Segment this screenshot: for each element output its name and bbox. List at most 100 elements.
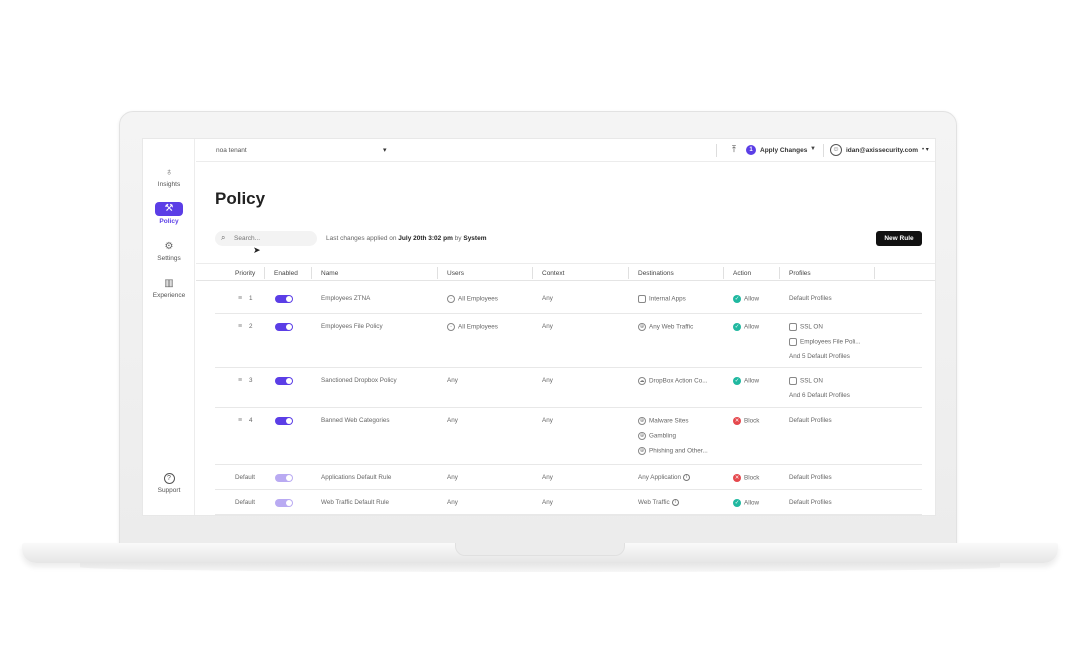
info-icon[interactable]: i <box>671 499 679 506</box>
row-name[interactable]: Web Traffic Default Rule <box>321 499 390 506</box>
column-header-destinations[interactable]: Destinations <box>638 270 674 277</box>
enabled-toggle[interactable] <box>275 323 293 331</box>
row-action-label: Allow <box>744 377 760 385</box>
row-action: ✓ Allow <box>733 323 759 331</box>
user-avatar-icon[interactable]: ☺ <box>830 144 842 156</box>
row-destination: Web Traffic i <box>638 499 679 506</box>
column-header-context[interactable]: Context <box>542 270 565 277</box>
info-icon[interactable]: i <box>683 474 691 481</box>
cloud-icon: ☁ <box>638 377 646 385</box>
apply-changes-button[interactable]: Apply Changes <box>760 147 808 154</box>
table-row[interactable]: ≡ 1 Employees ZTNA ◦ All Employees Any In… <box>215 286 922 314</box>
search-icon: ⌕ <box>221 233 226 242</box>
table-row[interactable]: Default Applications Default Rule Any An… <box>215 465 922 490</box>
column-header-action[interactable]: Action <box>733 270 752 277</box>
gavel-icon: ⚒ <box>155 202 183 216</box>
chevron-down-icon[interactable]: ▼ <box>810 146 816 152</box>
last-changes-user: System <box>463 235 487 242</box>
destination-label: Phishing and Other... <box>649 447 708 455</box>
column-divider <box>437 267 438 279</box>
row-destination: ☁ DropBox Action Co... <box>638 377 707 385</box>
drag-handle-icon[interactable]: ≡ <box>238 323 243 330</box>
globe-icon: ⊕ <box>638 447 646 455</box>
row-name[interactable]: Employees ZTNA <box>321 295 371 302</box>
destination-label: Gambling <box>649 432 676 440</box>
globe-icon: ⊕ <box>638 417 646 425</box>
row-destination-label: Internal Apps <box>649 295 686 303</box>
enabled-toggle[interactable] <box>275 499 293 507</box>
column-header-users[interactable]: Users <box>447 270 464 277</box>
row-users-label: All Employees <box>458 295 498 303</box>
row-action: ✓ Allow <box>733 377 759 385</box>
enabled-toggle[interactable] <box>275 377 293 385</box>
row-destination-label: DropBox Action Co... <box>649 377 708 385</box>
column-divider <box>311 267 312 279</box>
sidebar-item-label: Support <box>157 487 181 494</box>
drag-handle-icon[interactable]: ≡ <box>238 295 243 302</box>
row-priority: Default <box>235 499 255 506</box>
enabled-toggle[interactable] <box>275 295 293 303</box>
drag-handle-icon[interactable]: ≡ <box>238 417 243 424</box>
tenant-selector[interactable]: noa tenant <box>216 147 247 154</box>
row-context: Any <box>542 417 553 424</box>
sidebar-item-experience[interactable]: ▥ Experience <box>143 277 195 299</box>
lightbulb-icon: ♁ <box>165 167 173 178</box>
column-divider <box>779 267 780 279</box>
sidebar-item-policy[interactable]: ⚒ Policy <box>143 202 195 225</box>
chevron-down-icon[interactable]: ▾ <box>383 147 387 154</box>
profile-item: And 5 Default Profiles <box>789 353 850 360</box>
profile-label: Employees File Poli... <box>800 338 861 346</box>
topbar: noa tenant ▾ ⤒ 1 Apply Changes ▼ ☺ idan@… <box>196 139 935 162</box>
search-box[interactable]: ⌕ <box>215 231 317 246</box>
row-context: Any <box>542 377 553 384</box>
laptop-notch <box>455 543 625 556</box>
sidebar: ♁ Insights ⚒ Policy ⚙ Settings ▥ Experie… <box>143 139 195 515</box>
row-name[interactable]: Sanctioned Dropbox Policy <box>321 377 397 384</box>
row-users: Any <box>447 417 458 424</box>
row-name[interactable]: Applications Default Rule <box>321 474 392 481</box>
row-name[interactable]: Banned Web Categories <box>321 417 390 424</box>
sidebar-item-label: Policy <box>159 218 179 225</box>
sidebar-item-label: Insights <box>157 181 181 188</box>
table-row[interactable]: ≡ 2 Employees File Policy ◦ All Employees… <box>215 314 922 368</box>
enabled-toggle[interactable] <box>275 474 293 482</box>
table-row[interactable]: ≡ 4 Banned Web Categories Any Any ⊕ Malwa… <box>215 408 922 465</box>
column-header-name[interactable]: Name <box>321 270 339 277</box>
row-profiles: SSL ON Employees File Poli... And 5 Defa… <box>789 323 861 360</box>
check-icon: ✓ <box>733 295 741 303</box>
table-row[interactable]: Default Web Traffic Default Rule Any Any… <box>215 490 922 515</box>
row-priority: 1 <box>249 295 253 302</box>
column-header-priority[interactable]: Priority <box>235 270 256 277</box>
sidebar-item-label: Experience <box>152 292 186 299</box>
new-rule-button[interactable]: New Rule <box>876 231 922 246</box>
row-profiles: Default Profiles <box>789 417 832 424</box>
drag-handle-icon[interactable]: ≡ <box>238 377 243 384</box>
search-input[interactable] <box>234 235 314 242</box>
row-destination-label: Web Traffic <box>638 499 670 507</box>
row-users-label: All Employees <box>458 323 498 331</box>
sidebar-item-support[interactable]: ? Support <box>143 473 195 494</box>
column-divider <box>723 267 724 279</box>
row-priority: 2 <box>249 323 253 330</box>
row-priority: 4 <box>249 417 253 424</box>
sidebar-item-insights[interactable]: ♁ Insights <box>143 166 195 188</box>
destination-item: ⊕ Phishing and Other... <box>638 447 708 455</box>
table-row[interactable]: ≡ 3 Sanctioned Dropbox Policy Any Any ☁ D… <box>215 368 922 408</box>
chevron-down-icon[interactable]: • ▾ <box>922 147 929 153</box>
enabled-toggle[interactable] <box>275 417 293 425</box>
row-destination-label: Any Web Traffic <box>649 323 694 331</box>
divider <box>823 144 824 157</box>
check-icon: ✓ <box>733 323 741 331</box>
block-icon: ✕ <box>733 474 741 482</box>
last-changes-date: July 20th 3:02 pm <box>398 235 453 242</box>
row-name[interactable]: Employees File Policy <box>321 323 383 330</box>
column-header-profiles[interactable]: Profiles <box>789 270 811 277</box>
pending-changes-badge: 1 <box>746 145 756 155</box>
column-header-enabled[interactable]: Enabled <box>274 270 298 277</box>
row-action-label: Block <box>744 474 760 482</box>
sidebar-item-settings[interactable]: ⚙ Settings <box>143 240 195 262</box>
row-profiles: Default Profiles <box>789 499 832 506</box>
check-icon: ✓ <box>733 377 741 385</box>
upload-icon[interactable]: ⤒ <box>732 144 736 154</box>
user-email[interactable]: idan@axissecurity.com <box>846 147 918 154</box>
